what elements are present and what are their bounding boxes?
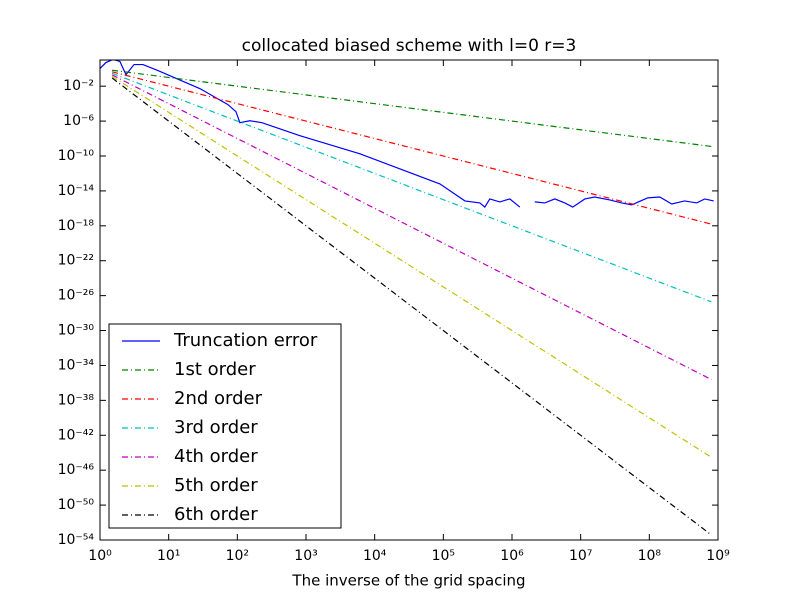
series-line: [111, 75, 712, 458]
legend-label: 2nd order: [174, 388, 263, 409]
x-tick-label: 10⁶: [500, 548, 524, 564]
legend-label: 4th order: [174, 446, 258, 467]
y-tick-label: 10⁻²²: [58, 253, 94, 269]
x-tick-label: 10¹: [157, 548, 180, 564]
y-tick-label: 10⁻¹⁰: [58, 148, 95, 164]
x-tick-label: 10⁸: [638, 548, 662, 564]
legend-label: 5th order: [174, 475, 258, 496]
x-axis-label: The inverse of the grid spacing: [291, 572, 525, 590]
y-tick-label: 10⁻³⁸: [58, 392, 95, 408]
series-line: [112, 69, 712, 148]
y-tick-label: 10⁻³⁰: [58, 323, 95, 339]
y-tick-label: 10⁻³⁴: [58, 357, 95, 373]
legend-label: 6th order: [174, 504, 258, 525]
plot-area: [100, 60, 714, 536]
x-tick-label: 10⁹: [706, 548, 730, 564]
series-line: [111, 77, 712, 536]
y-tick-label: 10⁻²⁶: [58, 288, 95, 304]
chart-title: collocated biased scheme with l=0 r=3: [242, 36, 577, 56]
x-tick-label: 10⁷: [569, 548, 592, 564]
legend-label: Truncation error: [173, 330, 318, 351]
legend-label: 1st order: [174, 359, 256, 380]
y-tick-label: 10⁻⁵⁴: [58, 532, 95, 548]
x-tick-label: 10³: [294, 548, 317, 564]
y-tick-label: 10⁻²: [63, 78, 94, 94]
series-line: [111, 74, 712, 381]
x-tick-label: 10⁴: [363, 548, 387, 564]
x-tick-label: 10²: [226, 548, 249, 564]
x-tick-label: 10⁵: [432, 548, 455, 564]
y-tick-label: 10⁻¹⁸: [58, 218, 95, 234]
y-tick-label: 10⁻⁵⁰: [58, 497, 95, 513]
plot-frame: [99, 59, 719, 541]
y-tick-label: 10⁻⁶: [63, 113, 94, 129]
y-tick-label: 10⁻⁴⁶: [58, 462, 95, 478]
x-tick-label: 10⁰: [88, 548, 112, 564]
y-tick-label: 10⁻⁴²: [58, 427, 94, 443]
legend-box: [108, 323, 342, 529]
series-line: [111, 72, 712, 303]
y-tick-label: 10⁻¹⁴: [58, 183, 95, 199]
legend-label: 3rd order: [174, 417, 258, 438]
legend: Truncation error 1st order 2nd order 3rd or…: [108, 323, 342, 529]
